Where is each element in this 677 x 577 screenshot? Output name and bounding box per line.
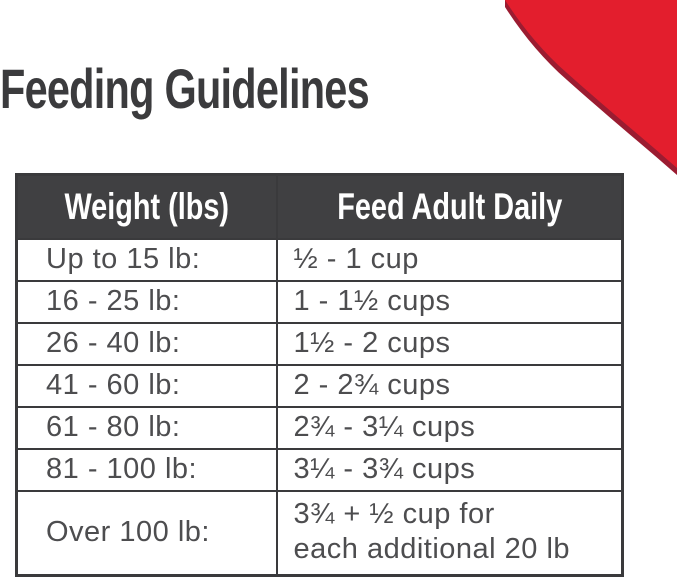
weight-header-label: Weight (lbs) [64, 186, 230, 227]
table-header-row: Weight (lbs) Feed Adult Daily [15, 173, 624, 240]
red-corner-graphic [505, 0, 677, 175]
table-row: 61 - 80 lb: 2¾ - 3¼ cups [15, 406, 624, 450]
table-row: 16 - 25 lb: 1 - 1½ cups [15, 280, 624, 324]
feed-cell: 3¼ - 3¾ cups [275, 448, 624, 492]
feed-cell: 1½ - 2 cups [275, 322, 624, 366]
weight-cell: Over 100 lb: [15, 490, 278, 577]
weight-cell: 26 - 40 lb: [15, 322, 278, 366]
feed-header: Feed Adult Daily [275, 173, 624, 240]
weight-cell: 41 - 60 lb: [15, 364, 278, 408]
feed-cell: 1 - 1½ cups [275, 280, 624, 324]
page-title: Feeding Guidelines [0, 57, 370, 120]
feed-cell: 3¾ + ½ cup for each additional 20 lb [275, 490, 624, 577]
weight-cell: 81 - 100 lb: [15, 448, 278, 492]
table-row: Over 100 lb: 3¾ + ½ cup for each additio… [15, 490, 624, 577]
feed-cell: ½ - 1 cup [275, 238, 624, 282]
table-row: Up to 15 lb: ½ - 1 cup [15, 238, 624, 282]
table-row: 26 - 40 lb: 1½ - 2 cups [15, 322, 624, 366]
weight-header: Weight (lbs) [15, 173, 278, 240]
table-row: 41 - 60 lb: 2 - 2¾ cups [15, 364, 624, 408]
feeding-table: Weight (lbs) Feed Adult Daily Up to 15 l… [15, 173, 624, 577]
weight-cell: 61 - 80 lb: [15, 406, 278, 450]
red-swoosh-shape [505, 0, 677, 168]
feed-header-label: Feed Adult Daily [336, 186, 562, 227]
table-row: 81 - 100 lb: 3¼ - 3¾ cups [15, 448, 624, 492]
feed-cell: 2 - 2¾ cups [275, 364, 624, 408]
weight-cell: 16 - 25 lb: [15, 280, 278, 324]
weight-cell: Up to 15 lb: [15, 238, 278, 282]
feed-cell: 2¾ - 3¼ cups [275, 406, 624, 450]
